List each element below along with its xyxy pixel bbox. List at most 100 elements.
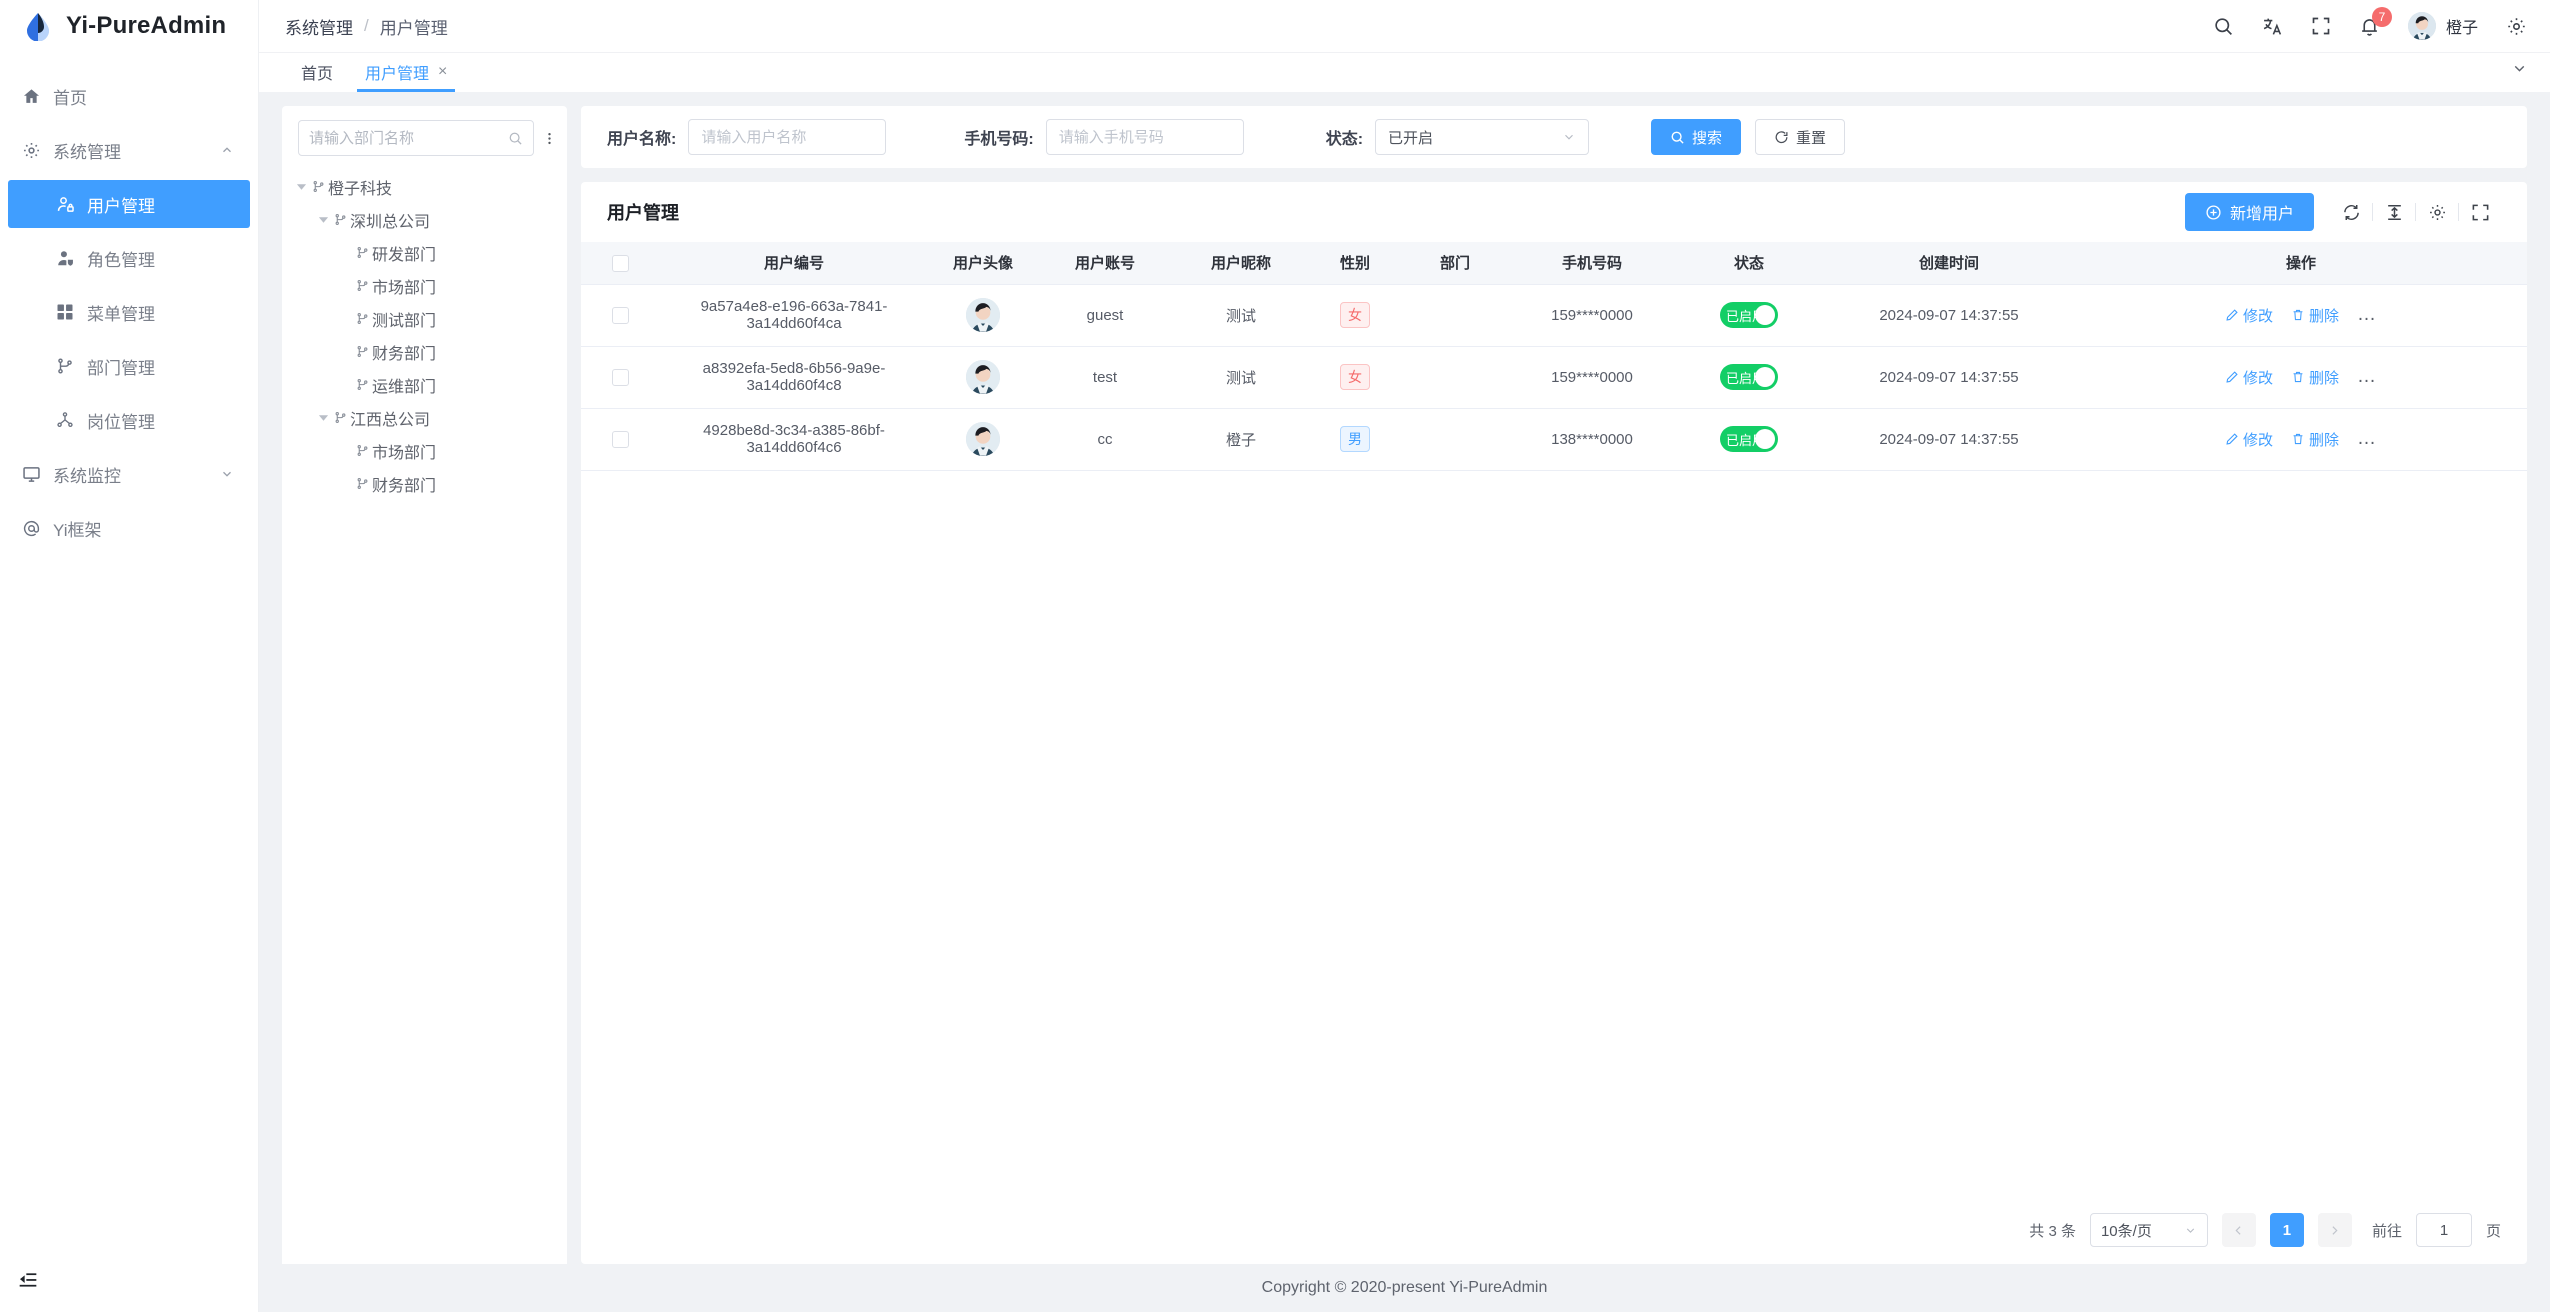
more-vertical-icon[interactable] <box>542 131 557 146</box>
page-number-1[interactable]: 1 <box>2269 1213 2304 1247</box>
edit-button[interactable]: 修改 <box>2225 305 2273 326</box>
jump-input-wrap[interactable] <box>2415 1213 2472 1247</box>
col-gender: 性别 <box>1309 242 1401 285</box>
tree-node-qa[interactable]: 测试部门 <box>282 302 567 335</box>
cell-created: 2024-09-07 14:37:55 <box>1823 346 2075 409</box>
username-input[interactable] <box>701 128 874 146</box>
col-user-id: 用户编号 <box>659 242 929 285</box>
sidebar-item-monitor[interactable]: 系统监控 <box>8 450 250 498</box>
sidebar-item-system[interactable]: 系统管理 <box>8 126 250 174</box>
sidebar-item-positions[interactable]: 岗位管理 <box>8 396 250 444</box>
next-page-button[interactable] <box>2317 1213 2352 1247</box>
jump-label: 前往 <box>2371 1222 2402 1240</box>
chevron-up-icon <box>220 143 234 157</box>
tree-node-ops[interactable]: 运维部门 <box>282 368 567 401</box>
table-row[interactable]: 4928be8d-3c34-a385-86bf-3a14dd60f4c6 cc … <box>581 408 2527 471</box>
search-button[interactable]: 搜索 <box>1651 119 1742 155</box>
caret-down-icon[interactable] <box>312 214 334 225</box>
tab-home[interactable]: 首页 <box>285 52 349 92</box>
delete-button[interactable]: 删除 <box>2291 367 2339 388</box>
edit-button[interactable]: 修改 <box>2225 367 2273 388</box>
chevron-down-icon <box>220 467 234 481</box>
more-actions-icon[interactable]: … <box>2357 366 2378 387</box>
sidebar-item-menus[interactable]: 菜单管理 <box>8 288 250 336</box>
tree-node-market-sz[interactable]: 市场部门 <box>282 269 567 302</box>
translate-icon[interactable] <box>2262 16 2283 37</box>
sidebar-item-users[interactable]: 用户管理 <box>8 180 250 228</box>
search-icon[interactable] <box>508 131 523 146</box>
tree-branch-icon <box>356 444 369 457</box>
reset-button[interactable]: 重置 <box>1755 119 1846 155</box>
status-toggle[interactable]: 已启用 <box>1720 426 1778 452</box>
tree-node-rd[interactable]: 研发部门 <box>282 236 567 269</box>
status-toggle[interactable]: 已启用 <box>1720 364 1778 390</box>
at-icon <box>20 517 42 539</box>
fullscreen-icon[interactable] <box>2459 193 2501 231</box>
phone-input-wrap[interactable] <box>1045 119 1244 155</box>
phone-input[interactable] <box>1058 128 1231 146</box>
user-avatar[interactable] <box>966 422 1000 456</box>
tree-node-market-jx[interactable]: 市场部门 <box>282 434 567 467</box>
cell-user-id: 9a57a4e8-e196-663a-7841-3a14dd60f4ca <box>659 284 929 347</box>
sidebar-item-roles[interactable]: 角色管理 <box>8 234 250 282</box>
user-table-card: 用户管理 新增用户 <box>581 182 2527 1264</box>
refresh-icon[interactable] <box>2330 193 2372 231</box>
fullscreen-icon[interactable] <box>2311 16 2331 36</box>
tree-search-box[interactable] <box>298 120 534 156</box>
search-icon <box>1670 130 1685 145</box>
filter-phone-label: 手机号码: <box>964 131 1034 148</box>
row-actions: 修改 删除 … <box>2075 429 2527 450</box>
table-row[interactable]: 9a57a4e8-e196-663a-7841-3a14dd60f4ca gue… <box>581 284 2527 347</box>
bell-icon[interactable]: 7 <box>2359 6 2392 37</box>
sidebar-item-home[interactable]: 首页 <box>8 72 250 120</box>
row-checkbox[interactable] <box>611 430 629 448</box>
table-header-row: 用户编号 用户头像 用户账号 用户昵称 性别 部门 手机号码 状态 创建时间 操… <box>581 242 2527 285</box>
prev-page-button[interactable] <box>2221 1213 2256 1247</box>
status-select[interactable]: 已开启 <box>1375 119 1590 155</box>
brand-logo[interactable]: Yi-PureAdmin <box>0 0 258 52</box>
delete-label: 删除 <box>2309 307 2340 325</box>
dept-search-input[interactable] <box>309 129 508 147</box>
add-user-button[interactable]: 新增用户 <box>2184 193 2314 231</box>
select-all-checkbox[interactable] <box>611 254 629 272</box>
tree-node-root[interactable]: 橙子科技 <box>282 170 567 203</box>
caret-down-icon[interactable] <box>312 412 334 423</box>
sidebar-item-label: 首页 <box>53 88 87 108</box>
tree-node-finance-sz[interactable]: 财务部门 <box>282 335 567 368</box>
edit-button[interactable]: 修改 <box>2225 429 2273 450</box>
chevron-down-icon[interactable] <box>2511 60 2528 82</box>
status-toggle[interactable]: 已启用 <box>1720 302 1778 328</box>
tree-node-finance-jx[interactable]: 财务部门 <box>282 467 567 500</box>
tree-node-shenzhen[interactable]: 深圳总公司 <box>282 203 567 236</box>
table-row[interactable]: a8392efa-5ed8-6b56-9a9e-3a14dd60f4c8 tes… <box>581 346 2527 409</box>
delete-button[interactable]: 删除 <box>2291 429 2339 450</box>
breadcrumb-item-0[interactable]: 系统管理 <box>285 18 353 38</box>
delete-button[interactable]: 删除 <box>2291 305 2339 326</box>
tree-node-jiangxi[interactable]: 江西总公司 <box>282 401 567 434</box>
more-actions-icon[interactable]: … <box>2357 428 2378 449</box>
row-checkbox[interactable] <box>611 306 629 324</box>
tab-user-management[interactable]: 用户管理 × <box>349 52 463 92</box>
more-actions-icon[interactable]: … <box>2357 304 2378 325</box>
brand-title: Yi-PureAdmin <box>66 12 227 39</box>
cell-avatar <box>929 346 1037 409</box>
search-icon[interactable] <box>2213 16 2234 37</box>
tree-node-label: 深圳总公司 <box>350 213 431 231</box>
jump-page-input[interactable] <box>2416 1221 2471 1239</box>
sidebar-collapse-icon[interactable] <box>18 1270 38 1290</box>
col-operations: 操作 <box>2075 242 2527 285</box>
settings-icon[interactable] <box>2416 193 2458 231</box>
density-icon[interactable] <box>2373 193 2415 231</box>
username-input-wrap[interactable] <box>688 119 887 155</box>
row-checkbox[interactable] <box>611 368 629 386</box>
gear-icon[interactable] <box>2506 16 2527 37</box>
sidebar-item-departments[interactable]: 部门管理 <box>8 342 250 390</box>
user-menu[interactable]: 橙子 <box>2407 12 2478 40</box>
close-icon[interactable]: × <box>438 63 448 80</box>
caret-down-icon[interactable] <box>290 181 312 192</box>
page-size-select[interactable]: 10条/页 <box>2089 1213 2208 1247</box>
user-avatar[interactable] <box>966 298 1000 332</box>
user-avatar[interactable] <box>966 360 1000 394</box>
sidebar-item-framework[interactable]: Yi框架 <box>8 504 250 552</box>
breadcrumb-item-1[interactable]: 用户管理 <box>379 18 448 38</box>
